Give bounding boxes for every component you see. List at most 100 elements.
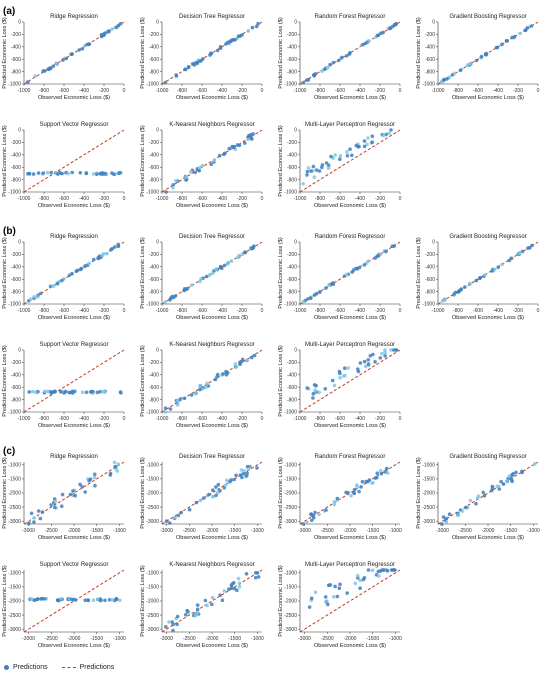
prediction-point [239, 468, 244, 472]
x-tick-label: -2000 [68, 636, 81, 642]
subplot-b-4: Support Vector Regressor -1000-1000 -800 -8… [2, 342, 126, 429]
y-tick-label: -600 [149, 165, 159, 171]
y-tick-label: -2500 [8, 505, 21, 511]
prediction-point [118, 170, 122, 175]
y-tick-label: 0 [294, 348, 297, 354]
prediction-point [526, 246, 531, 250]
x-tick-label: -600 [473, 88, 483, 94]
y-tick-label: -200 [287, 360, 297, 366]
y-tick-label: -600 [11, 277, 21, 283]
prediction-point [305, 386, 310, 390]
prediction-point [78, 267, 83, 272]
x-tick-label: 0 [261, 416, 264, 422]
prediction-point [175, 614, 180, 619]
x-axis-label: Observed Economic Loss ($) [452, 535, 524, 541]
prediction-point [383, 348, 387, 352]
prediction-point [468, 498, 473, 503]
prediction-point [345, 272, 349, 277]
x-axis-label: Observed Economic Loss ($) [176, 423, 248, 429]
x-tick-label: 0 [261, 196, 264, 202]
prediction-point [497, 487, 502, 491]
prediction-point [194, 500, 199, 505]
y-tick-label: -1500 [8, 585, 21, 591]
prediction-point [36, 509, 41, 513]
prediction-point [56, 598, 61, 603]
y-axis-label: Predicted Economic Loss ($) [140, 125, 146, 197]
prediction-point [496, 265, 501, 270]
prediction-point [354, 143, 359, 148]
prediction-point [190, 62, 195, 66]
prediction-point [84, 171, 88, 175]
y-tick-label: -400 [149, 265, 159, 271]
prediction-point [195, 603, 200, 607]
y-axis-label: Predicted Economic Loss ($) [278, 17, 284, 89]
prediction-point [174, 74, 179, 78]
y-tick-label: -400 [149, 45, 159, 51]
panel-label: (b) [3, 226, 16, 237]
x-tick-label: 0 [123, 196, 126, 202]
prediction-point [54, 61, 58, 65]
x-tick-label: -400 [217, 416, 227, 422]
prediction-point [45, 389, 50, 394]
prediction-point [332, 383, 337, 388]
x-tick-label: -800 [39, 308, 49, 314]
prediction-point [61, 58, 65, 62]
prediction-point [326, 166, 331, 170]
prediction-point [240, 33, 244, 37]
prediction-point [78, 482, 82, 487]
prediction-point [393, 22, 398, 27]
y-axis-label: Predicted Economic Loss ($) [2, 125, 8, 197]
identity-line [23, 461, 125, 525]
prediction-point [36, 171, 41, 175]
prediction-point [447, 512, 452, 516]
x-tick-label: -1500 [366, 528, 379, 534]
prediction-point [207, 492, 211, 497]
subplot-a-1: Decision Tree Regressor -1000-1000 -800 -80… [140, 14, 264, 101]
prediction-point [355, 573, 360, 578]
identity-line [23, 129, 125, 193]
prediction-point [383, 350, 388, 355]
prediction-point [73, 389, 77, 394]
prediction-point [232, 477, 236, 482]
x-tick-label: -1000 [156, 416, 169, 422]
prediction-point [38, 291, 43, 296]
prediction-point [190, 283, 194, 287]
x-tick-label: -1500 [228, 528, 241, 534]
prediction-point [370, 140, 375, 144]
y-tick-label: -600 [287, 277, 297, 283]
x-tick-label: -1000 [527, 528, 540, 534]
y-tick-label: -600 [425, 277, 435, 283]
prediction-point [198, 279, 202, 284]
prediction-point [350, 270, 355, 274]
subplot-title: Multi-Layer Perceptron Regressor [305, 342, 395, 348]
prediction-point [360, 479, 365, 484]
x-tick-label: 0 [399, 196, 402, 202]
y-tick-label: -1000 [8, 190, 21, 196]
x-tick-label: -800 [177, 308, 187, 314]
prediction-point [168, 407, 173, 411]
prediction-point [218, 593, 222, 597]
prediction-point [392, 244, 397, 248]
y-tick-label: -2500 [284, 613, 297, 619]
prediction-point [164, 519, 169, 523]
y-tick-label: -800 [11, 397, 21, 403]
x-tick-label: -800 [453, 88, 463, 94]
prediction-point [252, 353, 257, 358]
x-axis-label: Observed Economic Loss ($) [314, 95, 386, 101]
prediction-point [249, 355, 254, 360]
prediction-point [479, 54, 484, 59]
x-tick-label: -3000 [436, 528, 449, 534]
y-tick-label: -1000 [8, 463, 21, 469]
prediction-point [204, 274, 209, 279]
y-tick-label: -200 [11, 32, 21, 38]
prediction-point [331, 282, 336, 287]
prediction-point [105, 252, 109, 256]
x-tick-label: 0 [537, 88, 540, 94]
prediction-point [70, 271, 74, 276]
prediction-point [98, 389, 102, 394]
prediction-point [99, 172, 103, 176]
prediction-point [220, 598, 225, 602]
x-tick-label: -200 [513, 308, 523, 314]
prediction-point [346, 491, 350, 495]
prediction-point [381, 568, 386, 572]
